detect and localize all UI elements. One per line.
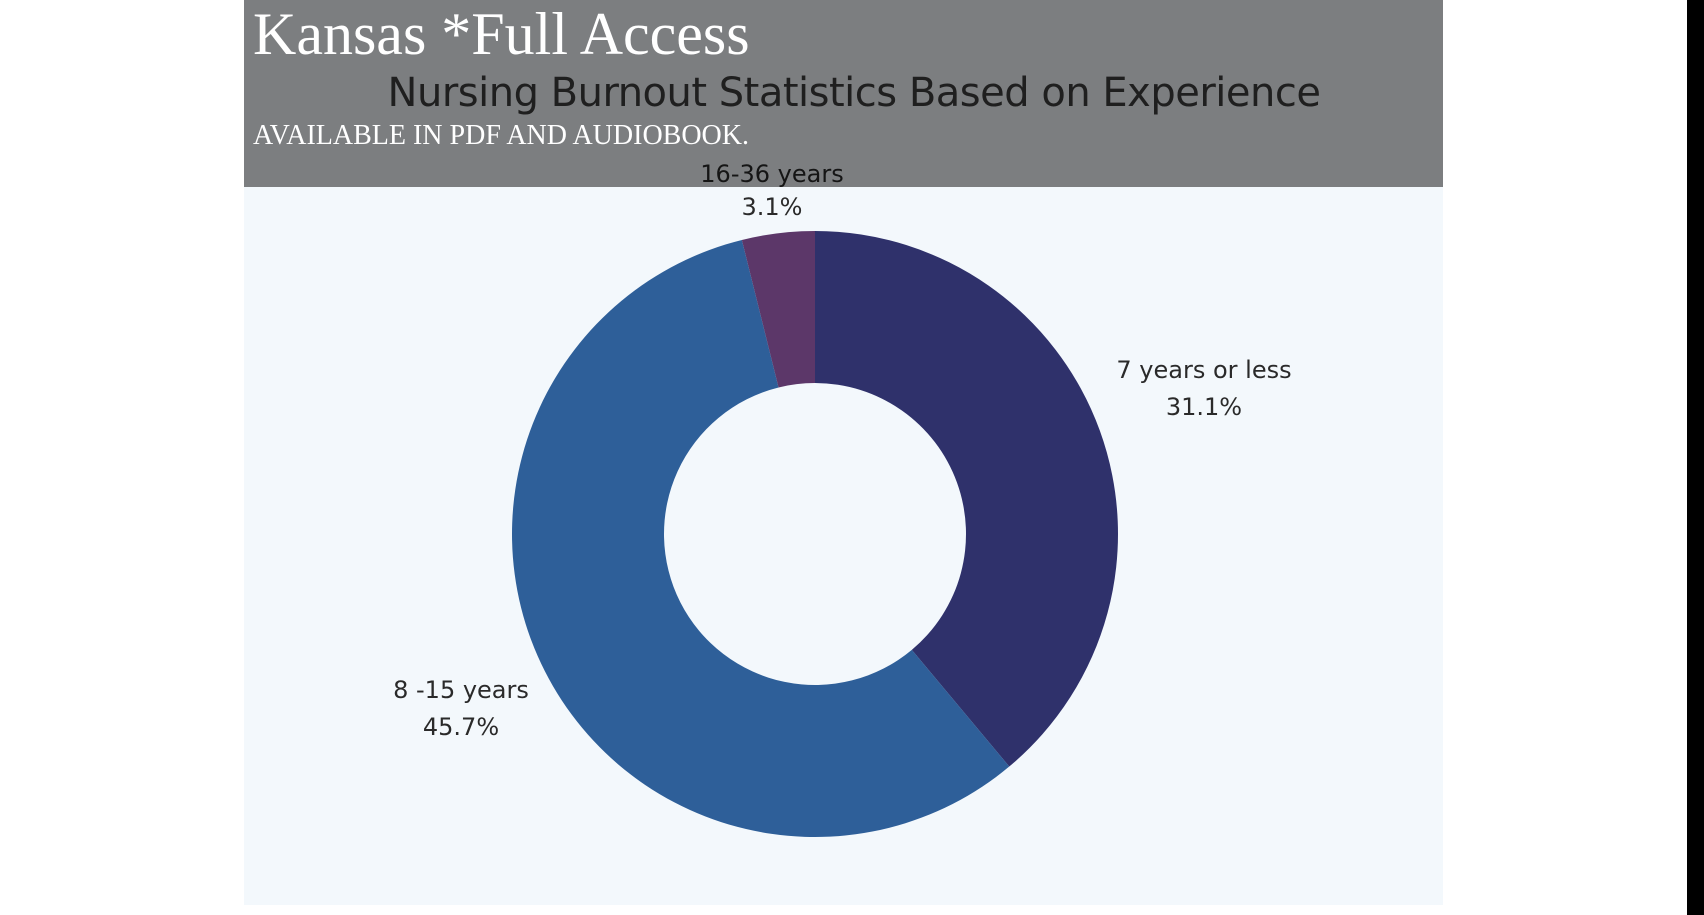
donut-chart [512, 231, 1118, 838]
overlay-title: Kansas *Full Access [253, 1, 750, 67]
slice-label-8-15-years: 8 -15 years 45.7% [393, 672, 529, 746]
chart-title: Nursing Burnout Statistics Based on Expe… [387, 70, 1321, 116]
slice-label-7-years-or-less: 7 years or less 31.1% [1116, 352, 1291, 426]
donut-slice-8-15-years [512, 239, 1010, 838]
slice-label-name: 8 -15 years [393, 676, 529, 704]
slice-label-value: 31.1% [1165, 393, 1243, 421]
donut-slice-7-years-or-less [815, 231, 1118, 767]
overlay-subtitle: AVAILABLE IN PDF AND AUDIOBOOK. [253, 120, 750, 151]
right-edge-bar [1687, 0, 1704, 915]
slice-label-name: 16-36 years [700, 160, 844, 188]
slice-label-16-36-years: 16-36 years 3.1% [700, 158, 843, 224]
slice-label-value: 45.7% [422, 713, 500, 741]
donut-slice-16-36-years [741, 231, 815, 388]
slice-label-value: 3.1% [741, 193, 803, 221]
chart-panel: 7 years or less 31.1% 8 -15 years 45.7% … [244, 0, 1443, 905]
slice-label-name: 7 years or less [1116, 356, 1292, 384]
title-overlay: Kansas *Full Access AVAILABLE IN PDF AND… [244, 0, 1443, 187]
